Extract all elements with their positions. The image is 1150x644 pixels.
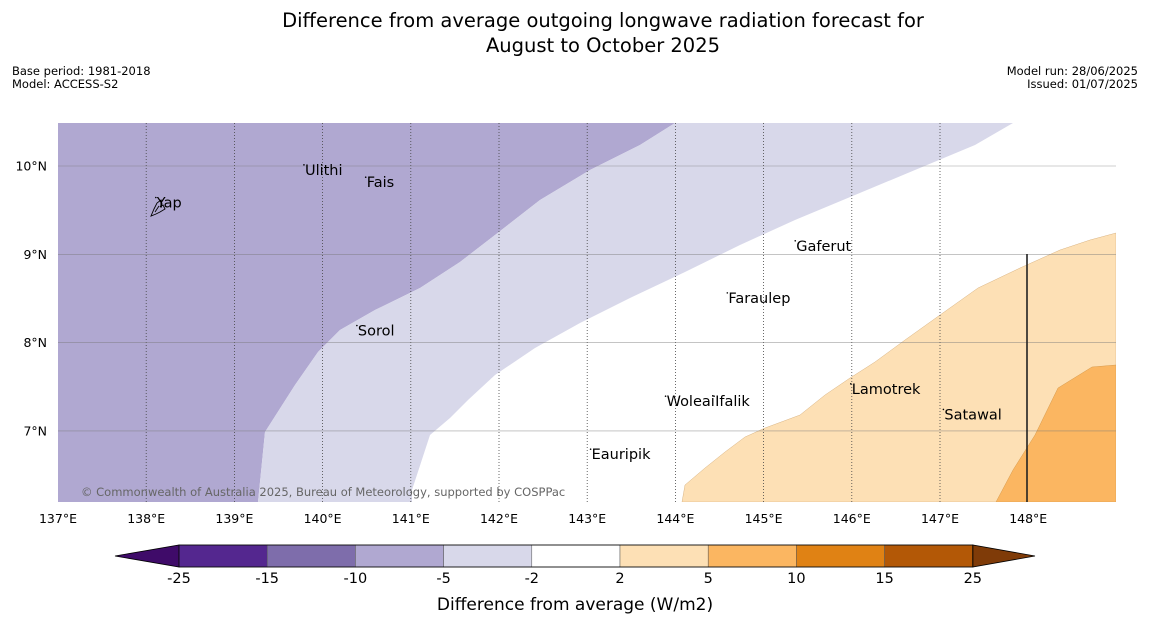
chart-title: Difference from average outgoing longwav… [0, 8, 1150, 58]
copyright-text: © Commonwealth of Australia 2025, Bureau… [81, 485, 565, 499]
colorbar-frame [178, 544, 974, 568]
anomaly-zone-2-5 [681, 232, 1116, 502]
lat-tick-label: 9°N [23, 247, 47, 262]
colorbar-segment [266, 544, 356, 568]
anomaly-zone-minus10-minus5 [58, 123, 675, 502]
colorbar-tick-label: 10 [787, 571, 805, 587]
place-label: Satawal [944, 407, 1001, 423]
island-dot [850, 383, 852, 385]
lat-tick-label: 8°N [23, 335, 47, 350]
lat-tick-label: 7°N [23, 423, 47, 438]
colorbar-tick-label: 25 [964, 571, 982, 587]
colorbar-tick-label: 15 [875, 571, 893, 587]
lon-tick-label: 139°E [215, 511, 253, 526]
colorbar-tick-label: -10 [344, 571, 368, 587]
colorbar-label: Difference from average (W/m2) [437, 595, 713, 615]
island-dot [942, 408, 945, 411]
colorbar-segment [443, 544, 533, 568]
base-period: Base period: 1981-2018 [12, 64, 151, 78]
island-dot [664, 395, 667, 397]
title-line-2: August to October 2025 [485, 34, 721, 57]
model-name: Model: ACCESS-S2 [12, 77, 119, 91]
place-label: Woleai [667, 394, 715, 410]
colorbar-segment [619, 544, 709, 568]
issued-date: Issued: 01/07/2025 [1027, 77, 1138, 91]
title-line-1: Difference from average outgoing longwav… [282, 9, 924, 32]
lon-tick-label: 146°E [833, 511, 871, 526]
meta-left: Base period: 1981-2018 Model: ACCESS-S2 [12, 65, 151, 91]
colorbar-extend-low [114, 544, 180, 568]
island-dot [726, 292, 729, 294]
lon-tick-label: 138°E [127, 511, 165, 526]
lon-tick-label: 140°E [304, 511, 342, 526]
island-dot [713, 395, 715, 397]
lon-tick-label: 144°E [656, 511, 694, 526]
lon-tick-label: 145°E [745, 511, 783, 526]
island-dot [364, 176, 367, 178]
place-label: Ifalik [715, 394, 750, 410]
map-axes: 137°E 138°E 139°E 140°E 141°E 142°E 143°E 144°E… [15, 159, 1047, 527]
colorbar-tick-label: 5 [704, 571, 713, 587]
anomaly-zone-5-10 [995, 364, 1116, 502]
yap-island-outline [150, 199, 166, 217]
place-label: Lamotrek [852, 382, 921, 398]
colorbar-tick-label: -15 [255, 571, 279, 587]
place-label: Gaferut [796, 239, 851, 255]
lat-tick-label: 10°N [15, 159, 47, 174]
colorbar: -25 -15 -10 -5 -2 2 5 10 15 25 [114, 544, 1036, 587]
place-label: Eauripik [592, 447, 651, 463]
place-label: Ulithi [305, 163, 343, 179]
graticule [58, 123, 1116, 502]
place-markers: Ulithi Fais Yap Gaferut Faraulep Sorol Lamotre… [154, 163, 1002, 463]
colorbar-segment [355, 544, 444, 568]
colorbar-segment [884, 544, 974, 568]
colorbar-tick-label: -25 [167, 571, 191, 587]
meta-right: Model run: 28/06/2025 Issued: 01/07/2025 [1007, 65, 1138, 91]
island-dot [794, 239, 797, 242]
colorbar-segment [178, 544, 268, 568]
model-run: Model run: 28/06/2025 [1006, 64, 1138, 78]
lon-tick-label: 141°E [392, 511, 430, 526]
island-dot [154, 196, 157, 199]
lon-tick-label: 143°E [568, 511, 606, 526]
colorbar-tick-label: -2 [525, 571, 539, 587]
place-label: Yap [156, 196, 182, 212]
lon-tick-label: 137°E [39, 511, 77, 526]
colorbar-segment [707, 544, 797, 568]
colorbar-segment [531, 544, 621, 568]
lon-tick-label: 142°E [480, 511, 518, 526]
map-area: Ulithi Fais Yap Gaferut Faraulep Sorol Lamotre… [58, 123, 1116, 502]
place-label: Sorol [358, 324, 395, 340]
island-dot [303, 164, 305, 166]
lon-tick-label: 147°E [921, 511, 959, 526]
island-dot [356, 324, 358, 327]
lon-tick-label: 148°E [1009, 511, 1047, 526]
colorbar-segment [796, 544, 885, 568]
colorbar-tick-label: 2 [615, 571, 624, 587]
colorbar-extend-high [972, 544, 1036, 568]
island-dot [589, 448, 592, 450]
colorbar-tick-label: -5 [436, 571, 450, 587]
place-label: Fais [367, 175, 394, 191]
place-label: Faraulep [728, 291, 790, 307]
anomaly-zone-minus5-minus2 [258, 123, 1013, 502]
